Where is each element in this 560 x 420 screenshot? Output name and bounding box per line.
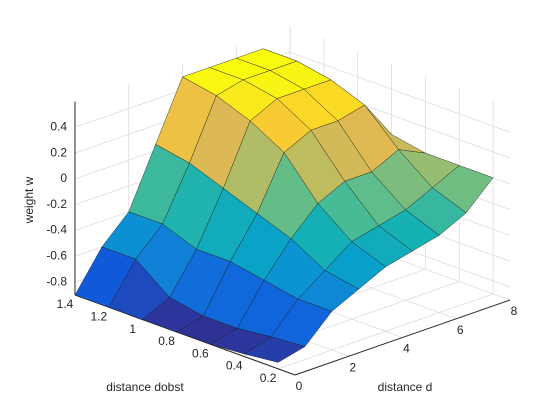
x-tick-label: 8 — [511, 304, 518, 318]
y-tick-label: 1.2 — [91, 309, 108, 323]
x-tick-label: 6 — [457, 323, 464, 337]
x-axis-label: distance d — [378, 380, 433, 394]
z-tick-label: 0.2 — [50, 145, 67, 159]
z-tick-label: 0.4 — [50, 119, 67, 133]
z-tick-label: -0.6 — [46, 248, 67, 262]
y-tick-label: 1.4 — [57, 297, 74, 311]
z-axis-label: weight w — [22, 176, 36, 224]
z-tick-label: -0.8 — [46, 274, 67, 288]
x-tick-label: 2 — [349, 360, 356, 374]
y-tick-label: 1 — [129, 322, 136, 336]
y-tick-label: 0.8 — [158, 334, 175, 348]
y-tick-label: 0.6 — [192, 346, 209, 360]
axis-line — [294, 299, 511, 376]
y-tick-label: 0.2 — [260, 371, 277, 385]
x-tick-label: 4 — [403, 342, 410, 356]
grid-line — [277, 293, 494, 370]
z-tick-label: -0.4 — [46, 223, 67, 237]
surface-face — [243, 336, 306, 363]
grid-line — [289, 51, 511, 133]
y-tick-label: 0.4 — [226, 359, 243, 373]
z-tick-label: -0.2 — [46, 197, 67, 211]
y-axis-label: distance dobst — [106, 380, 184, 394]
x-tick-label: 0 — [296, 379, 303, 393]
z-tick-label: 0 — [60, 171, 67, 185]
